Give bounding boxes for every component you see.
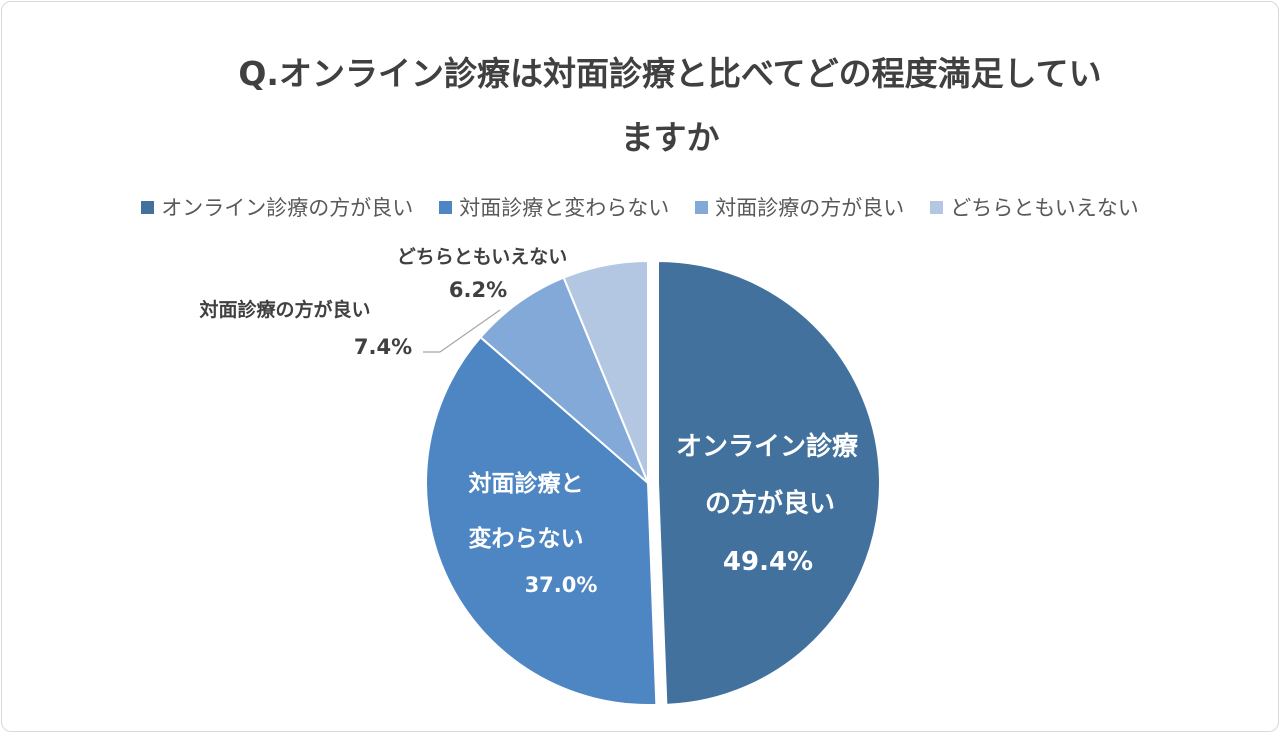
legend-item-no-difference: 対面診療と変わらない (439, 192, 669, 222)
slice-label-undecided-pct: 6.2% (449, 278, 507, 302)
slice-label-nodiff-line1: 対面診療と (469, 470, 584, 497)
legend: オンライン診療の方が良い 対面診療と変わらない 対面診療の方が良い どちらともい… (0, 192, 1280, 222)
pie-slice-no-difference (425, 335, 658, 706)
pie-slice-undecided (562, 259, 649, 484)
leader-line (439, 309, 501, 353)
legend-swatch (930, 200, 944, 214)
pie-slices (425, 259, 881, 706)
slice-label-inperson-line1: 対面診療の方が良い (198, 298, 370, 321)
legend-label: 対面診療の方が良い (715, 196, 905, 220)
slice-label-nodiff-line2: 変わらない (469, 525, 584, 552)
chart-title: Q.オンライン診療は対面診療と比べてどの程度満足してい ますか (150, 42, 1190, 170)
legend-swatch (141, 200, 155, 214)
legend-label: どちらともいえない (950, 196, 1139, 220)
slice-label-undecided-line1: どちらともいえない (397, 246, 568, 268)
pie-slice-in-person-better (479, 276, 649, 484)
pie-slice-online-better (657, 259, 881, 706)
slice-label-nodiff-pct: 37.0% (525, 573, 598, 597)
legend-label: オンライン診療の方が良い (161, 196, 414, 220)
legend-item-in-person-better: 対面診療の方が良い (695, 192, 904, 222)
legend-label: 対面診療と変わらない (459, 196, 670, 220)
slice-label-online-line2: の方が良い (705, 488, 835, 519)
legend-item-undecided: どちらともいえない (930, 192, 1139, 222)
slice-label-inperson-pct: 7.4% (354, 335, 412, 359)
legend-item-online-better: オンライン診療の方が良い (141, 192, 413, 222)
legend-swatch (439, 200, 453, 214)
legend-swatch (695, 200, 709, 214)
slice-label-online-line1: オンライン診療 (676, 431, 859, 462)
title-line-2: ますか (620, 118, 720, 157)
slice-label-online-pct: 49.4% (723, 547, 813, 577)
title-line-1: Q.オンライン診療は対面診療と比べてどの程度満足してい (238, 54, 1102, 93)
